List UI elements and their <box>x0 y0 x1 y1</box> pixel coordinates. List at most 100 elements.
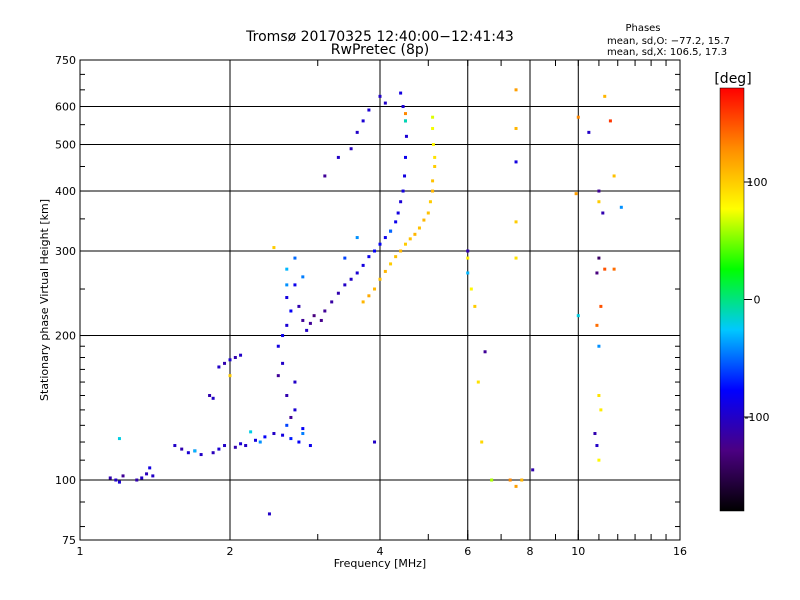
scatter-point <box>297 304 301 308</box>
scatter-point <box>249 430 253 434</box>
data-points <box>108 88 623 516</box>
scatter-point <box>574 192 578 196</box>
scatter-point <box>140 476 144 480</box>
scatter-point <box>211 451 215 455</box>
scatter-point <box>597 256 601 260</box>
scatter-point <box>228 358 232 362</box>
y-tick-label: 400 <box>55 185 76 198</box>
scatter-point <box>301 275 305 279</box>
scatter-point <box>263 435 267 439</box>
scatter-point <box>595 271 599 275</box>
scatter-point <box>367 108 371 112</box>
scatter-point <box>587 130 591 134</box>
scatter-point <box>576 314 580 318</box>
colorbar-label: [deg] <box>714 71 751 87</box>
scatter-point <box>514 88 518 92</box>
scatter-point <box>355 271 359 275</box>
scatter-point <box>612 174 616 178</box>
y-tick-label: 75 <box>62 534 76 547</box>
scatter-point <box>244 444 248 448</box>
y-axis-label: Stationary phase Virtual Height [km] <box>38 199 51 401</box>
scatter-point <box>514 256 518 260</box>
scatter-point <box>233 355 237 359</box>
scatter-point <box>367 255 371 259</box>
scatter-point <box>431 189 435 193</box>
scatter-point <box>145 472 149 476</box>
scatter-point <box>599 304 603 308</box>
scatter-point <box>289 415 293 419</box>
scatter-point <box>514 220 518 224</box>
scatter-point <box>433 155 437 159</box>
scatter-point <box>285 323 289 327</box>
y-tick-label: 750 <box>55 54 76 67</box>
scatter-point <box>601 211 605 215</box>
scatter-point <box>431 143 435 147</box>
scatter-point <box>151 474 155 478</box>
scatter-point <box>285 283 289 287</box>
scatter-point <box>186 451 190 455</box>
scatter-point <box>121 474 125 478</box>
scatter-point <box>480 440 484 444</box>
scatter-point <box>308 444 312 448</box>
scatter-point <box>612 267 616 271</box>
scatter-point <box>228 374 232 378</box>
scatter-point <box>223 444 227 448</box>
scatter-point <box>285 267 289 271</box>
scatter-point <box>531 468 535 472</box>
scatter-point <box>285 423 289 427</box>
scatter-point <box>323 309 327 313</box>
scatter-point <box>293 380 297 384</box>
scatter-point <box>330 300 334 304</box>
scatter-point <box>297 440 301 444</box>
scatter-point <box>355 236 359 240</box>
colorbar-ticks: 100 0 -100 <box>744 176 769 424</box>
scatter-point <box>408 237 412 241</box>
scatter-point <box>289 309 293 313</box>
x-tick-label: 2 <box>227 545 234 558</box>
scatter-point <box>312 314 316 318</box>
colorbar-tick-label: -100 <box>745 411 770 424</box>
scatter-point <box>108 476 112 480</box>
scatter-point <box>403 174 407 178</box>
scatter-point <box>301 427 305 431</box>
scatter-point <box>217 365 221 369</box>
scatter-point <box>355 130 359 134</box>
phases-title: Phases <box>625 23 660 34</box>
scatter-point <box>319 318 323 322</box>
scatter-point <box>193 449 197 453</box>
scatter-point <box>399 91 403 95</box>
scatter-point <box>399 249 403 253</box>
scatter-point <box>239 442 243 446</box>
scatter-point <box>285 296 289 300</box>
scatter-point <box>361 119 365 123</box>
scatter-point <box>514 126 518 130</box>
scatter-point <box>173 444 177 448</box>
scatter-point <box>603 94 607 98</box>
y-tick-label: 600 <box>55 101 76 114</box>
scatter-point <box>343 283 347 287</box>
scatter-point <box>373 440 377 444</box>
scatter-point <box>281 361 285 365</box>
scatter-point <box>399 200 403 204</box>
scatter-point <box>433 164 437 168</box>
scatter-point <box>413 232 417 236</box>
scatter-point <box>267 512 271 516</box>
scatter-point <box>349 277 353 281</box>
scatter-point <box>378 277 382 281</box>
scatter-point <box>476 380 480 384</box>
scatter-point <box>117 437 121 441</box>
scatter-point <box>422 218 426 222</box>
scatter-point <box>431 179 435 183</box>
scatter-point <box>403 242 407 246</box>
scatter-point <box>473 304 477 308</box>
scatter-point <box>426 211 430 215</box>
scatter-point <box>597 344 601 348</box>
scatter-point <box>396 211 400 215</box>
x-tick-label: 4 <box>377 545 384 558</box>
scatter-point <box>301 432 305 436</box>
scatter-point <box>593 432 597 436</box>
x-tick-label: 16 <box>673 545 687 558</box>
scatter-point <box>135 478 139 482</box>
scatter-point <box>239 353 243 357</box>
scatter-point <box>466 256 470 260</box>
